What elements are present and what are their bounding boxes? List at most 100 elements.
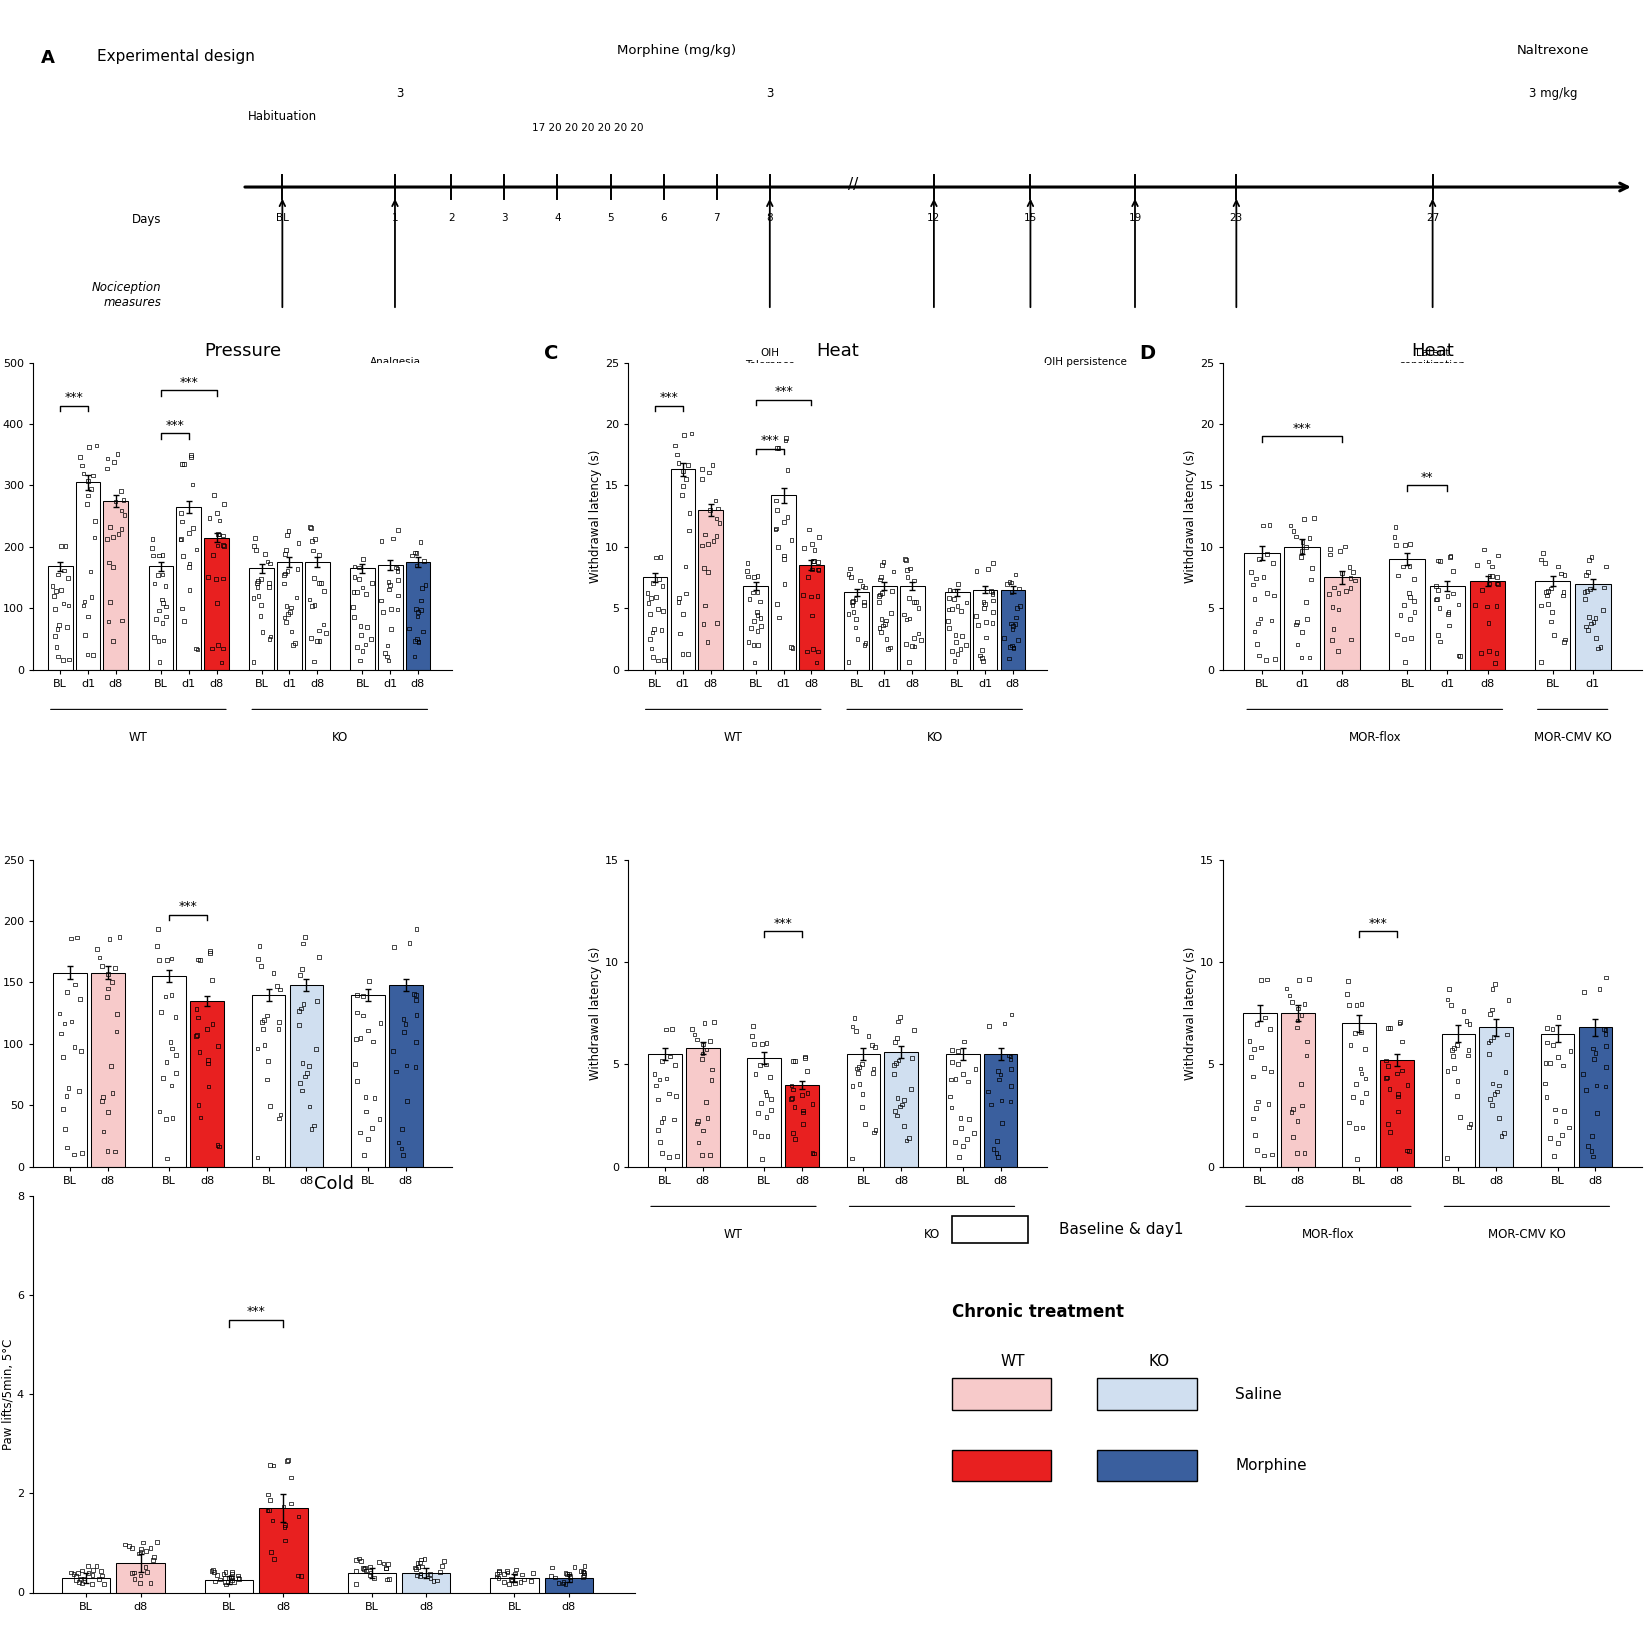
Point: [384, 556, 411, 582]
Point: [203, 566, 229, 592]
Point: [676, 500, 703, 526]
Point: [409, 1554, 436, 1580]
Point: [348, 613, 375, 639]
Point: [185, 1092, 211, 1118]
Point: [1422, 587, 1449, 613]
Point: [264, 973, 290, 999]
Point: [944, 640, 970, 666]
Point: [356, 1562, 383, 1588]
Point: [747, 1123, 774, 1149]
Point: [893, 548, 919, 574]
Point: [314, 621, 340, 647]
Bar: [76, 483, 101, 670]
Point: [947, 1105, 973, 1131]
Point: [1378, 1120, 1404, 1146]
Point: [1473, 593, 1500, 619]
Point: [403, 988, 429, 1014]
Point: [404, 1563, 431, 1589]
Point: [403, 1055, 429, 1081]
Point: [645, 596, 672, 622]
Point: [884, 1009, 911, 1035]
Point: [348, 1549, 375, 1575]
Bar: [871, 587, 896, 670]
Point: [1581, 1144, 1607, 1170]
Point: [1543, 1108, 1569, 1134]
Point: [1346, 1055, 1373, 1081]
Point: [99, 968, 125, 994]
Text: 23: 23: [1229, 213, 1242, 223]
Point: [747, 613, 774, 639]
Point: [130, 1529, 157, 1555]
Point: [287, 1563, 314, 1589]
Point: [648, 1110, 675, 1136]
Y-axis label: Paw lifts/5min, 5°C: Paw lifts/5min, 5°C: [2, 1339, 15, 1450]
Point: [399, 543, 426, 569]
Point: [97, 590, 124, 616]
Point: [1487, 1105, 1513, 1131]
Point: [274, 1446, 300, 1472]
Point: [1475, 1040, 1502, 1066]
Point: [794, 639, 820, 665]
Point: [104, 1001, 130, 1027]
Y-axis label: Withdrawal latency (s): Withdrawal latency (s): [1185, 946, 1196, 1079]
Point: [292, 1063, 318, 1089]
Point: [416, 1560, 442, 1586]
Point: [56, 1076, 82, 1102]
Point: [145, 543, 172, 569]
Point: [800, 635, 827, 661]
Point: [356, 1554, 383, 1580]
Point: [1477, 1027, 1503, 1053]
Point: [1485, 1072, 1511, 1098]
Point: [266, 1016, 292, 1042]
Point: [799, 1139, 825, 1165]
Point: [304, 988, 330, 1014]
Point: [886, 1094, 912, 1120]
Point: [980, 551, 1006, 577]
Bar: [846, 1055, 881, 1167]
Point: [660, 1107, 686, 1133]
Bar: [152, 977, 186, 1167]
Point: [1483, 1079, 1510, 1105]
Point: [196, 505, 223, 531]
Bar: [698, 510, 723, 670]
Y-axis label: Withdrawal latency (s): Withdrawal latency (s): [589, 946, 602, 1079]
Point: [1424, 577, 1450, 603]
Point: [739, 580, 766, 606]
Point: [170, 452, 196, 478]
Point: [1581, 1046, 1607, 1072]
Point: [1572, 1077, 1599, 1103]
Point: [213, 1558, 239, 1584]
Point: [639, 585, 665, 611]
Text: ***: ***: [761, 434, 779, 447]
Point: [1551, 562, 1577, 588]
Point: [1389, 1058, 1416, 1084]
Point: [200, 1557, 226, 1583]
Point: [175, 520, 201, 546]
Point: [79, 642, 106, 668]
Point: [670, 458, 696, 484]
Point: [195, 564, 221, 590]
Point: [343, 1025, 370, 1051]
Point: [272, 604, 299, 630]
Point: [276, 518, 302, 544]
Point: [1538, 575, 1564, 601]
Point: [304, 627, 330, 653]
Point: [257, 1487, 284, 1513]
Point: [58, 1560, 84, 1586]
Point: [665, 590, 691, 616]
Point: [1436, 601, 1462, 627]
Point: [360, 1115, 386, 1141]
Point: [848, 1094, 874, 1120]
Point: [1277, 512, 1304, 538]
Point: [1242, 566, 1269, 592]
Text: Morphine: Morphine: [1236, 1458, 1307, 1472]
Point: [1338, 1032, 1365, 1058]
Point: [1553, 627, 1579, 653]
Point: [244, 1144, 271, 1170]
Point: [1294, 535, 1320, 561]
Point: [850, 592, 876, 618]
Point: [990, 626, 1016, 652]
Point: [744, 618, 771, 644]
Point: [106, 522, 132, 548]
Point: [246, 583, 272, 609]
